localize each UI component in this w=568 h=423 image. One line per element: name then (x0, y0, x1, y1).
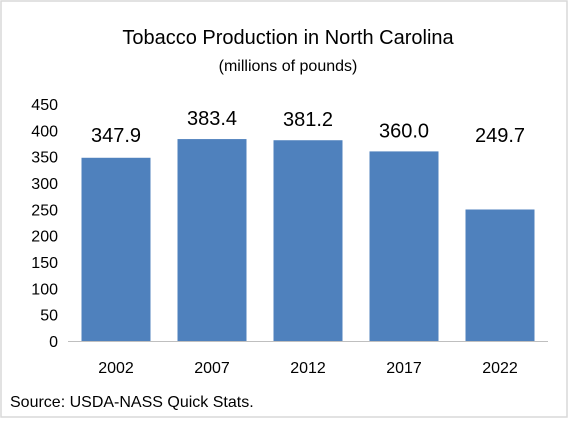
x-tick-label: 2017 (386, 360, 422, 377)
value-label-2022: 249.7 (475, 125, 525, 147)
y-tick-label: 450 (31, 97, 58, 114)
source-note: Source: USDA-NASS Quick Stats. (10, 394, 254, 411)
value-label-2002: 347.9 (91, 125, 141, 147)
y-tick-label: 350 (31, 150, 58, 167)
y-tick-label: 0 (49, 334, 58, 351)
y-tick-label: 50 (40, 308, 58, 325)
chart-subtitle: (millions of pounds) (219, 58, 358, 75)
y-axis-tick-labels: 0 50 100 150 200 250 300 350 400 450 (31, 97, 58, 351)
y-tick-label: 150 (31, 255, 58, 272)
bar-2017 (369, 151, 439, 341)
y-tick-label: 400 (31, 123, 58, 140)
y-tick-label: 250 (31, 202, 58, 219)
bars-group (81, 139, 535, 341)
x-tick-label: 2022 (482, 360, 518, 377)
bar-2012 (273, 140, 343, 341)
y-tick-label: 300 (31, 176, 58, 193)
value-label-2012: 381.2 (283, 109, 333, 131)
bar-2007 (177, 139, 247, 341)
x-tick-label: 2002 (98, 360, 134, 377)
bar-2022 (465, 209, 535, 341)
value-label-2017: 360.0 (379, 120, 429, 142)
y-tick-label: 100 (31, 281, 58, 298)
value-labels-group: 347.9 383.4 381.2 360.0 249.7 (91, 108, 525, 147)
x-tick-label: 2012 (290, 360, 326, 377)
value-label-2007: 383.4 (187, 108, 237, 130)
bar-2002 (81, 157, 151, 341)
chart-title: Tobacco Production in North Carolina (122, 27, 454, 49)
x-axis-tick-labels: 2002 2007 2012 2017 2022 (98, 360, 518, 377)
x-tick-label: 2007 (194, 360, 230, 377)
y-tick-label: 200 (31, 229, 58, 246)
